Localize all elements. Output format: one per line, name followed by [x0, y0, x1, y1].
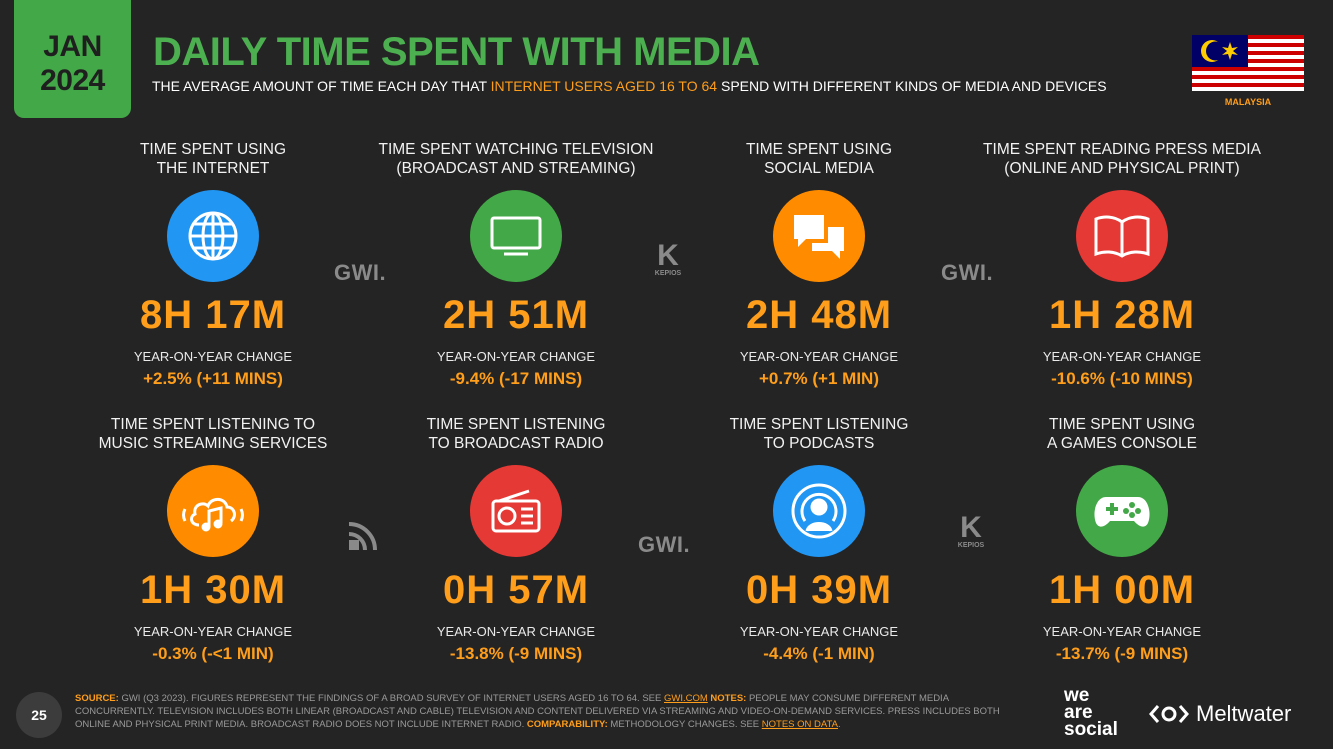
gwi-logo: GWI. — [638, 532, 691, 557]
kepios-logo: K KEPIOS — [954, 511, 988, 550]
subtitle-post: SPEND WITH DIFFERENT KINDS OF MEDIA AND … — [717, 78, 1107, 94]
time-value: 0H 57M — [442, 568, 590, 612]
meltwater-text: Meltwater — [1196, 701, 1292, 726]
tv-icon — [470, 190, 562, 282]
yoy-value: -9.4% (-17 MINS) — [449, 369, 583, 388]
yoy-value: +2.5% (+11 MINS) — [143, 369, 283, 388]
book-icon — [1076, 190, 1168, 282]
page-subtitle: THE AVERAGE AMOUNT OF TIME EACH DAY THAT… — [152, 78, 1107, 94]
date-badge: JAN 2024 — [14, 0, 131, 118]
kepios-logo: K KEPIOS — [651, 239, 685, 278]
comparability-key: COMPARABILITY: — [524, 719, 608, 730]
comparability-text: METHODOLOGY CHANGES. SEE — [607, 719, 762, 730]
panel-label: TIME SPENT LISTENING TO BROADCAST RADIO — [426, 416, 606, 452]
panel-games-console: TIME SPENT USING A GAMES CONSOLE 1H 00M … — [972, 415, 1272, 664]
yoy-value: +0.7% (+1 MIN) — [759, 369, 879, 388]
globe-icon — [167, 190, 259, 282]
panel-label: TIME SPENT USING SOCIAL MEDIA — [745, 141, 893, 177]
source-text: GWI (Q3 2023). FIGURES REPRESENT THE FIN… — [118, 693, 664, 704]
yoy-label: YEAR-ON-YEAR CHANGE — [739, 624, 899, 639]
podcast-icon — [773, 465, 865, 557]
chat-bubbles-icon — [773, 190, 865, 282]
notes-on-data-link[interactable]: NOTES ON DATA — [761, 719, 838, 730]
time-value: 8H 17M — [139, 293, 287, 337]
source-end: . — [837, 719, 841, 730]
gwi-logo: GWI. — [334, 260, 387, 285]
brand-line: are — [1064, 702, 1093, 723]
panel-label: TIME SPENT USING A GAMES CONSOLE — [1047, 416, 1197, 452]
meltwater-logo: Meltwater — [1148, 701, 1291, 727]
kepios-mark: K — [657, 239, 679, 272]
country-label: MALAYSIA — [1224, 97, 1272, 107]
datareportal-logo-icon — [345, 514, 387, 559]
kepios-mark: K — [960, 511, 982, 544]
yoy-label: YEAR-ON-YEAR CHANGE — [1042, 624, 1202, 639]
notes-key: NOTES: — [707, 693, 747, 704]
panel-press-media: TIME SPENT READING PRESS MEDIA (ONLINE A… — [972, 140, 1272, 389]
brand-line: social — [1064, 719, 1118, 740]
panel-label: TIME SPENT WATCHING TELEVISION (BROADCAS… — [378, 141, 654, 177]
page-number: 25 — [16, 692, 62, 738]
time-value: 1H 30M — [139, 568, 287, 612]
panel-broadcast-radio: TIME SPENT LISTENING TO BROADCAST RADIO … — [366, 415, 666, 664]
page-title: DAILY TIME SPENT WITH MEDIA — [153, 30, 760, 74]
time-value: 1H 00M — [1048, 568, 1196, 612]
notes-text: PEOPLE MAY CONSUME DIFFERENT MEDIA CONCU… — [75, 693, 1000, 730]
subtitle-highlight: INTERNET USERS AGED 16 TO 64 — [490, 78, 718, 94]
source-key: SOURCE: — [75, 693, 119, 704]
radio-icon — [470, 465, 562, 557]
music-cloud-icon — [167, 465, 259, 557]
panel-music-streaming: TIME SPENT LISTENING TO MUSIC STREAMING … — [63, 415, 363, 664]
panel-label: TIME SPENT LISTENING TO MUSIC STREAMING … — [98, 416, 328, 452]
source-notes: SOURCE: GWI (Q3 2023). FIGURES REPRESENT… — [75, 692, 1025, 731]
yoy-label: YEAR-ON-YEAR CHANGE — [1042, 349, 1202, 364]
panel-social-media: TIME SPENT USING SOCIAL MEDIA 2H 48M YEA… — [669, 140, 969, 389]
gamepad-icon — [1076, 465, 1168, 557]
meltwater-mark-icon — [1149, 705, 1189, 723]
time-value: 2H 51M — [442, 293, 590, 337]
yoy-label: YEAR-ON-YEAR CHANGE — [436, 624, 596, 639]
yoy-label: YEAR-ON-YEAR CHANGE — [436, 349, 596, 364]
kepios-text: KEPIOS — [654, 270, 682, 277]
panel-label: TIME SPENT READING PRESS MEDIA (ONLINE A… — [983, 141, 1261, 177]
time-value: 0H 39M — [745, 568, 893, 612]
malaysia-flag-icon — [1192, 35, 1304, 91]
date-month: JAN — [43, 30, 102, 63]
yoy-value: -10.6% (-10 MINS) — [1051, 369, 1193, 388]
time-value: 2H 48M — [745, 293, 893, 337]
panel-internet: TIME SPENT USING THE INTERNET 8H 17M YEA… — [63, 140, 363, 389]
yoy-label: YEAR-ON-YEAR CHANGE — [739, 349, 899, 364]
we-are-social-logo: we are social — [1064, 685, 1118, 740]
gwi-logo: GWI. — [941, 260, 994, 285]
kepios-text: KEPIOS — [957, 542, 985, 549]
gwi-link[interactable]: GWI.COM — [663, 693, 708, 704]
yoy-label: YEAR-ON-YEAR CHANGE — [133, 349, 293, 364]
yoy-value: -13.8% (-9 MINS) — [449, 644, 583, 663]
panel-television: TIME SPENT WATCHING TELEVISION (BROADCAS… — [366, 140, 666, 389]
panel-label: TIME SPENT LISTENING TO PODCASTS — [729, 416, 909, 452]
time-value: 1H 28M — [1048, 293, 1196, 337]
date-year: 2024 — [40, 64, 105, 97]
yoy-value: -0.3% (-<1 MIN) — [152, 644, 274, 663]
subtitle-pre: THE AVERAGE AMOUNT OF TIME EACH DAY THAT — [152, 78, 491, 94]
panel-label: TIME SPENT USING THE INTERNET — [139, 141, 287, 177]
yoy-label: YEAR-ON-YEAR CHANGE — [133, 624, 293, 639]
brand-line: we — [1064, 685, 1090, 706]
yoy-value: -13.7% (-9 MINS) — [1055, 644, 1189, 663]
yoy-value: -4.4% (-1 MIN) — [763, 644, 875, 663]
panel-podcasts: TIME SPENT LISTENING TO PODCASTS 0H 39M … — [669, 415, 969, 664]
